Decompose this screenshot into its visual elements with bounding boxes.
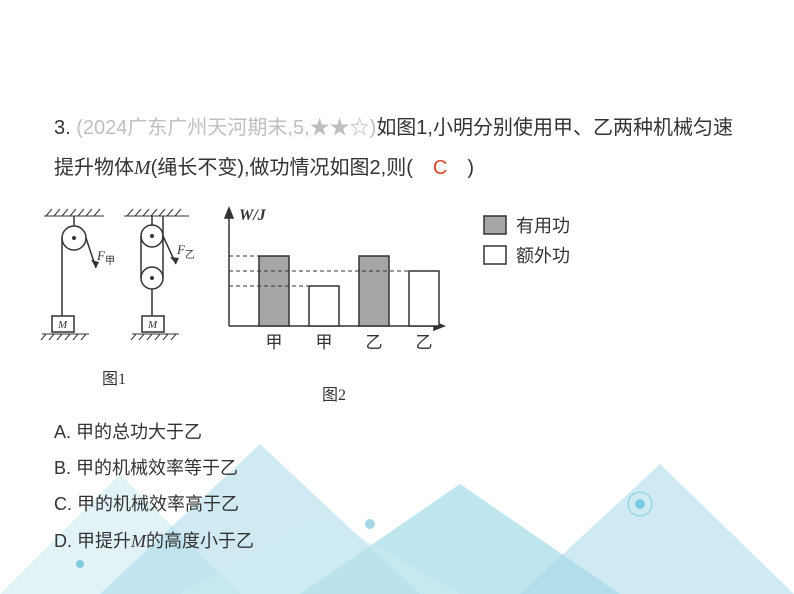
option-a: A. 甲的总功大于乙	[54, 415, 754, 449]
option-c: C. 甲的机械效率高于乙	[54, 487, 754, 521]
svg-text:有用功: 有用功	[516, 216, 570, 236]
svg-text:乙: 乙	[366, 333, 383, 352]
svg-text:甲: 甲	[105, 256, 115, 267]
figure-2: W/J 甲 甲 乙 乙 有用功	[204, 206, 644, 405]
q-text-2a: 提升物体	[54, 157, 134, 179]
figure-1: F 甲 M	[34, 206, 194, 389]
svg-text:甲: 甲	[316, 333, 333, 352]
q-text-2b: (绳长不变),做功情况如图2,则(	[151, 157, 433, 179]
svg-text:甲: 甲	[266, 333, 283, 352]
figure-2-caption: 图2	[204, 381, 464, 405]
svg-text:额外功: 额外功	[516, 246, 570, 266]
svg-text:M: M	[57, 319, 68, 331]
answer-letter: C	[433, 157, 447, 179]
question-number: 3.	[54, 117, 71, 139]
question-text: 3. (2024广东广州天河期末,5,★★☆)如图1,小明分别使用甲、乙两种机械…	[54, 108, 754, 188]
option-b: B. 甲的机械效率等于乙	[54, 451, 754, 485]
question-source: (2024广东广州天河期末,5,★★☆)	[76, 117, 376, 139]
option-d: D. 甲提升M的高度小于乙	[54, 524, 754, 558]
svg-text:乙: 乙	[416, 333, 433, 352]
svg-text:乙: 乙	[185, 249, 194, 261]
figure-1-caption: 图1	[34, 365, 194, 389]
svg-text:M: M	[147, 319, 158, 331]
q-text-1: 如图1,小明分别使用甲、乙两种机械匀速	[376, 117, 733, 139]
q-text-2c: )	[447, 157, 474, 179]
variable-m: M	[134, 157, 151, 179]
svg-text:W/J: W/J	[239, 207, 267, 224]
options-list: A. 甲的总功大于乙 B. 甲的机械效率等于乙 C. 甲的机械效率高于乙 D. …	[54, 415, 754, 558]
